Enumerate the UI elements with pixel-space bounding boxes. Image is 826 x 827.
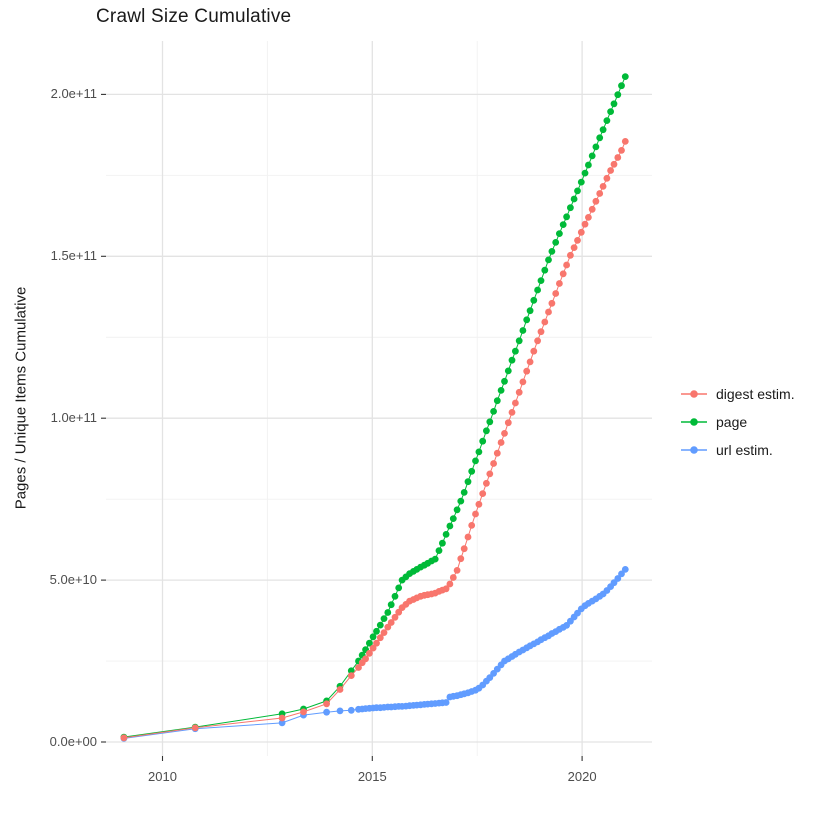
x-tick-label: 2015	[357, 769, 387, 784]
y-tick-label: 1.0e+11	[50, 410, 97, 426]
legend-key-page-icon	[681, 418, 707, 426]
legend-label: url estim.	[716, 442, 773, 458]
axis-tick-marks	[101, 93, 583, 761]
legend-key-digest-estim-icon	[681, 390, 707, 398]
y-axis-title: Pages / Unique Items Cumulative	[12, 286, 30, 510]
y-tick-label: 0.0e+00	[49, 734, 97, 749]
x-tick-label: 2020	[567, 769, 597, 784]
legend-label: digest estim.	[716, 386, 795, 402]
legend-label: page	[716, 414, 748, 430]
series-page-points	[120, 73, 629, 741]
y-tick-label: 2.0e+11	[50, 86, 97, 102]
x-tick-label: 2010	[148, 769, 177, 784]
legend-item-url-estim: url estim.	[681, 439, 795, 461]
series-digest-estim-points	[120, 138, 629, 742]
grid-major	[106, 41, 652, 756]
series-url-estim-points	[120, 566, 629, 742]
legend-key-url-estim-icon	[681, 446, 707, 454]
legend-item-page: page	[681, 411, 795, 433]
chart-title: Crawl Size Cumulative	[96, 6, 292, 27]
legend: digest estim. page url estim.	[681, 383, 795, 461]
series-url-estim	[120, 566, 629, 742]
series-page	[120, 73, 629, 741]
grid-minor	[106, 41, 652, 756]
y-tick-label: 1.5e+11	[50, 248, 97, 264]
y-tick-label: 5.0e+10	[49, 572, 97, 588]
legend-item-digest-estim: digest estim.	[681, 383, 795, 405]
series-digest-estim	[120, 138, 629, 742]
series-url-estim-line	[123, 569, 626, 739]
